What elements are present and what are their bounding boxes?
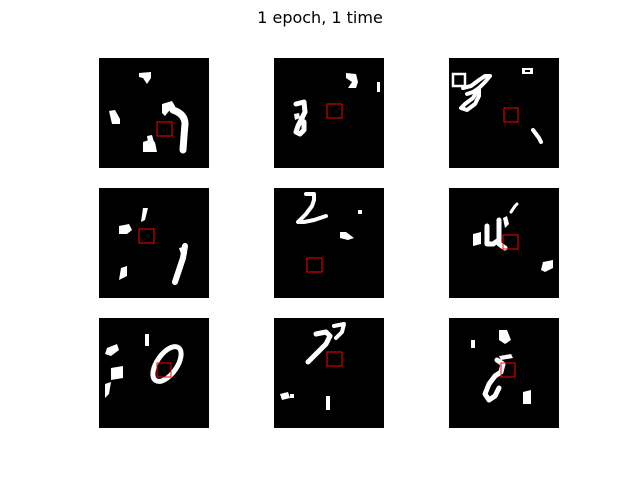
image-panel-5	[274, 188, 384, 298]
image-panel-9	[449, 318, 559, 428]
image-panel-2	[274, 58, 384, 168]
digit-shape	[471, 330, 531, 404]
red-marker-box	[156, 121, 173, 137]
digit-shape	[119, 208, 188, 285]
digit-shape	[451, 68, 543, 144]
image-panel-8	[274, 318, 384, 428]
image-panel-6	[449, 188, 559, 298]
digit-shape	[109, 72, 189, 154]
digit-shape	[280, 322, 346, 410]
image-panel-1	[99, 58, 209, 168]
red-marker-box	[503, 107, 519, 123]
red-marker-box	[156, 362, 172, 378]
red-marker-box	[500, 362, 516, 378]
red-marker-box	[326, 103, 343, 119]
red-marker-box	[306, 257, 323, 273]
red-marker-box	[326, 351, 343, 367]
digit-shape	[296, 192, 362, 240]
red-marker-box	[502, 234, 519, 250]
image-panel-7	[99, 318, 209, 428]
digit-shape	[293, 73, 380, 137]
image-panel-4	[99, 188, 209, 298]
digit-shape	[105, 334, 184, 398]
image-panel-3	[449, 58, 559, 168]
red-marker-box	[138, 228, 155, 244]
figure-title: 1 epoch, 1 time	[257, 8, 383, 27]
